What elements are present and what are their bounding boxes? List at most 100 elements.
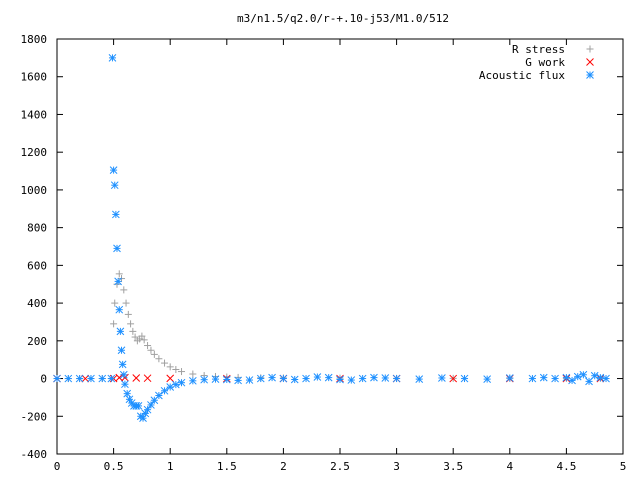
data-point (117, 346, 126, 355)
data-point (188, 376, 197, 385)
data-point (222, 375, 231, 384)
data-point (81, 374, 90, 383)
data-point (129, 327, 137, 335)
data-point (200, 375, 209, 384)
chart-title: m3/n1.5/q2.0/r-+.10-j53/M1.0/512 (237, 12, 449, 25)
data-point (144, 342, 152, 350)
data-point (150, 350, 158, 358)
data-point (166, 363, 174, 371)
legend-label: Acoustic flux (479, 69, 565, 82)
data-point (143, 405, 152, 414)
data-point (134, 402, 143, 410)
x-tick-label: 2.5 (330, 460, 350, 473)
data-point (579, 370, 588, 379)
data-point (111, 299, 119, 307)
axes: 0 0.5 1 1.5 2 2.5 3 3.5 4 4.5 5 -400 -200 0 200 400 600 8… (21, 33, 627, 473)
data-point (234, 376, 242, 385)
data-point (177, 378, 186, 387)
data-point (161, 359, 169, 367)
data-point (178, 368, 186, 376)
data-point (87, 374, 95, 383)
data-point (132, 374, 141, 382)
data-point (438, 374, 446, 382)
data-point (358, 374, 367, 383)
data-marks (53, 54, 610, 423)
data-point (505, 374, 514, 382)
data-point (539, 373, 548, 382)
data-point (53, 374, 61, 383)
data-point (551, 374, 559, 383)
data-point (392, 374, 401, 383)
y-tick-label: 1000 (21, 184, 48, 197)
data-point (115, 305, 124, 314)
data-point (590, 371, 599, 380)
x-tick-label: 2 (280, 460, 287, 473)
y-tick-label: 200 (27, 335, 47, 348)
data-point (449, 374, 458, 383)
legend-marker (586, 45, 594, 53)
data-point (568, 376, 576, 385)
data-point (347, 376, 356, 384)
data-point (116, 327, 125, 336)
data-point (313, 373, 322, 381)
data-point (122, 299, 130, 307)
data-point (302, 374, 310, 383)
y-tick-label: 1200 (21, 146, 48, 159)
data-point (113, 244, 121, 253)
data-point (147, 401, 155, 409)
x-tick-label: 5 (620, 460, 627, 473)
data-point (573, 372, 582, 381)
data-point (119, 370, 128, 379)
data-point (109, 166, 118, 174)
x-tick-label: 0.5 (104, 460, 124, 473)
legend-label: R stress (512, 43, 565, 56)
data-point (112, 210, 120, 219)
data-point (602, 374, 610, 383)
y-tick-label: 1800 (21, 33, 48, 46)
data-point (127, 320, 135, 328)
y-tick-label: -400 (21, 448, 48, 461)
y-tick-label: 0 (40, 373, 47, 386)
legend-marker (586, 71, 594, 79)
data-point (256, 374, 265, 383)
data-point (107, 374, 116, 383)
data-point (108, 54, 117, 62)
data-point (114, 277, 122, 286)
x-tick-label: 3 (393, 460, 400, 473)
data-point (166, 383, 175, 391)
data-point (124, 310, 132, 318)
data-point (415, 375, 424, 383)
x-tick-label: 0 (54, 460, 61, 473)
data-point (381, 374, 390, 382)
legend-label: G work (525, 56, 565, 69)
legend-marker (586, 58, 594, 66)
data-point (189, 370, 197, 378)
x-tick-label: 4 (506, 460, 513, 473)
data-point (120, 286, 128, 294)
data-point (121, 380, 129, 389)
data-point (172, 380, 180, 389)
data-point (118, 360, 127, 369)
series-r-stress (53, 270, 604, 383)
data-point (110, 181, 119, 190)
data-point (75, 374, 84, 383)
series-acoustic-flux (53, 54, 610, 423)
y-tick-label: -200 (21, 410, 48, 423)
plot-area-frame (56, 38, 624, 455)
y-tick-label: 400 (27, 297, 47, 310)
data-point (115, 270, 123, 278)
data-point (268, 373, 276, 382)
data-point (160, 386, 169, 395)
data-point (460, 374, 469, 383)
data-point (528, 374, 537, 383)
data-point (140, 336, 148, 344)
data-point (155, 391, 163, 400)
y-tick-label: 600 (27, 259, 47, 272)
data-point (166, 374, 175, 383)
x-tick-label: 1 (167, 460, 174, 473)
data-point (110, 320, 118, 328)
data-point (245, 376, 254, 384)
data-point (336, 375, 344, 384)
